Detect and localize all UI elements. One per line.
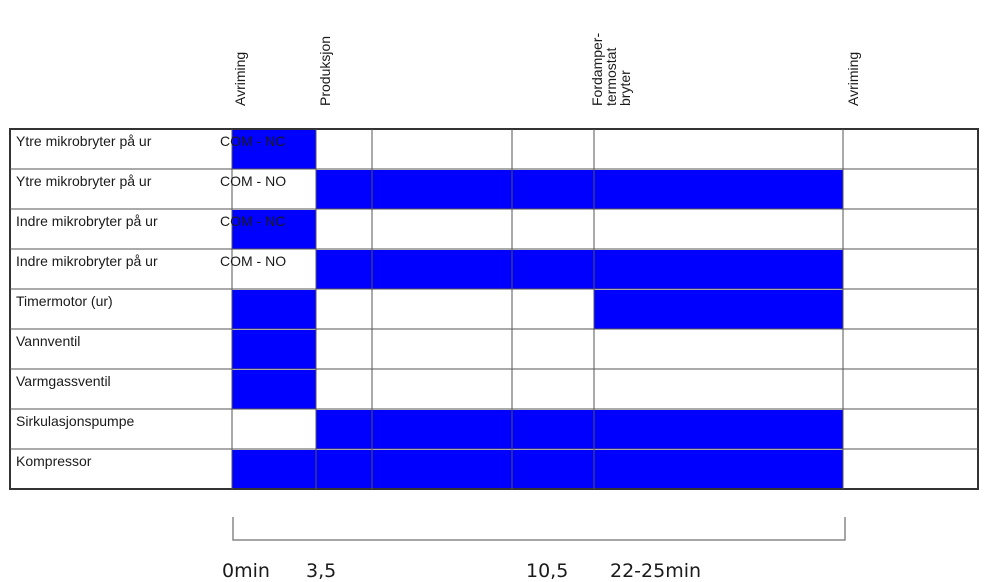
time-label: 0min	[222, 560, 270, 582]
active-cell	[316, 170, 372, 209]
grid-lines	[9, 128, 979, 490]
row-label: Indre mikrobryter på ur	[16, 253, 158, 269]
active-cell	[512, 170, 594, 209]
phase-header: Avriming	[845, 52, 861, 106]
active-cell	[232, 290, 316, 329]
timeline-bracket-line	[232, 517, 846, 541]
active-cell	[372, 170, 512, 209]
active-cell	[512, 250, 594, 289]
active-cell	[594, 170, 843, 209]
active-cell	[316, 410, 372, 449]
active-cell	[232, 330, 316, 369]
contact-label: COM - NC	[220, 133, 285, 149]
active-cell	[316, 450, 372, 489]
timing-grid	[232, 130, 843, 489]
phase-header: Fordamper-	[589, 33, 605, 106]
row-labels: Ytre mikrobryter på ur COM - NC Ytre mikro…	[16, 133, 286, 469]
active-cell	[232, 370, 316, 409]
time-label: 10,5	[526, 560, 568, 582]
active-cell	[232, 210, 316, 249]
active-cell	[372, 250, 512, 289]
phase-headers: Avriming Produksjon Fordamper-termostatbry…	[232, 33, 861, 106]
timeline-bracket	[232, 517, 846, 541]
phase-header: termostat	[603, 48, 619, 106]
row-label: Ytre mikrobryter på ur	[16, 173, 152, 189]
active-cell	[512, 410, 594, 449]
row-label: Ytre mikrobryter på ur	[16, 133, 152, 149]
row-label: Vannventil	[16, 333, 80, 349]
active-cell	[372, 410, 512, 449]
active-cell	[594, 290, 843, 329]
row-label: Timermotor (ur)	[16, 293, 113, 309]
active-cell	[232, 130, 316, 169]
grid-frame	[9, 128, 979, 490]
time-label: 3,5	[306, 560, 336, 582]
contact-label: COM - NC	[220, 213, 285, 229]
active-cell	[372, 450, 512, 489]
active-cell	[594, 250, 843, 289]
row-label: Indre mikrobryter på ur	[16, 213, 158, 229]
time-label: 22-25min	[610, 560, 701, 582]
phase-header: Produksjon	[317, 36, 333, 106]
active-cell	[594, 410, 843, 449]
phase-header: bryter	[617, 70, 633, 106]
active-cell	[594, 450, 843, 489]
row-label: Kompressor	[16, 453, 92, 469]
contact-label: COM - NO	[220, 253, 286, 269]
row-label: Varmgassventil	[16, 373, 111, 389]
time-axis: 0min 3,5 10,5 22-25min	[222, 560, 701, 582]
row-label: Sirkulasjonspumpe	[16, 413, 134, 429]
phase-header: Avriming	[232, 52, 248, 106]
active-cell	[316, 250, 372, 289]
active-cell	[232, 450, 316, 489]
contact-label: COM - NO	[220, 173, 286, 189]
active-cell	[512, 450, 594, 489]
